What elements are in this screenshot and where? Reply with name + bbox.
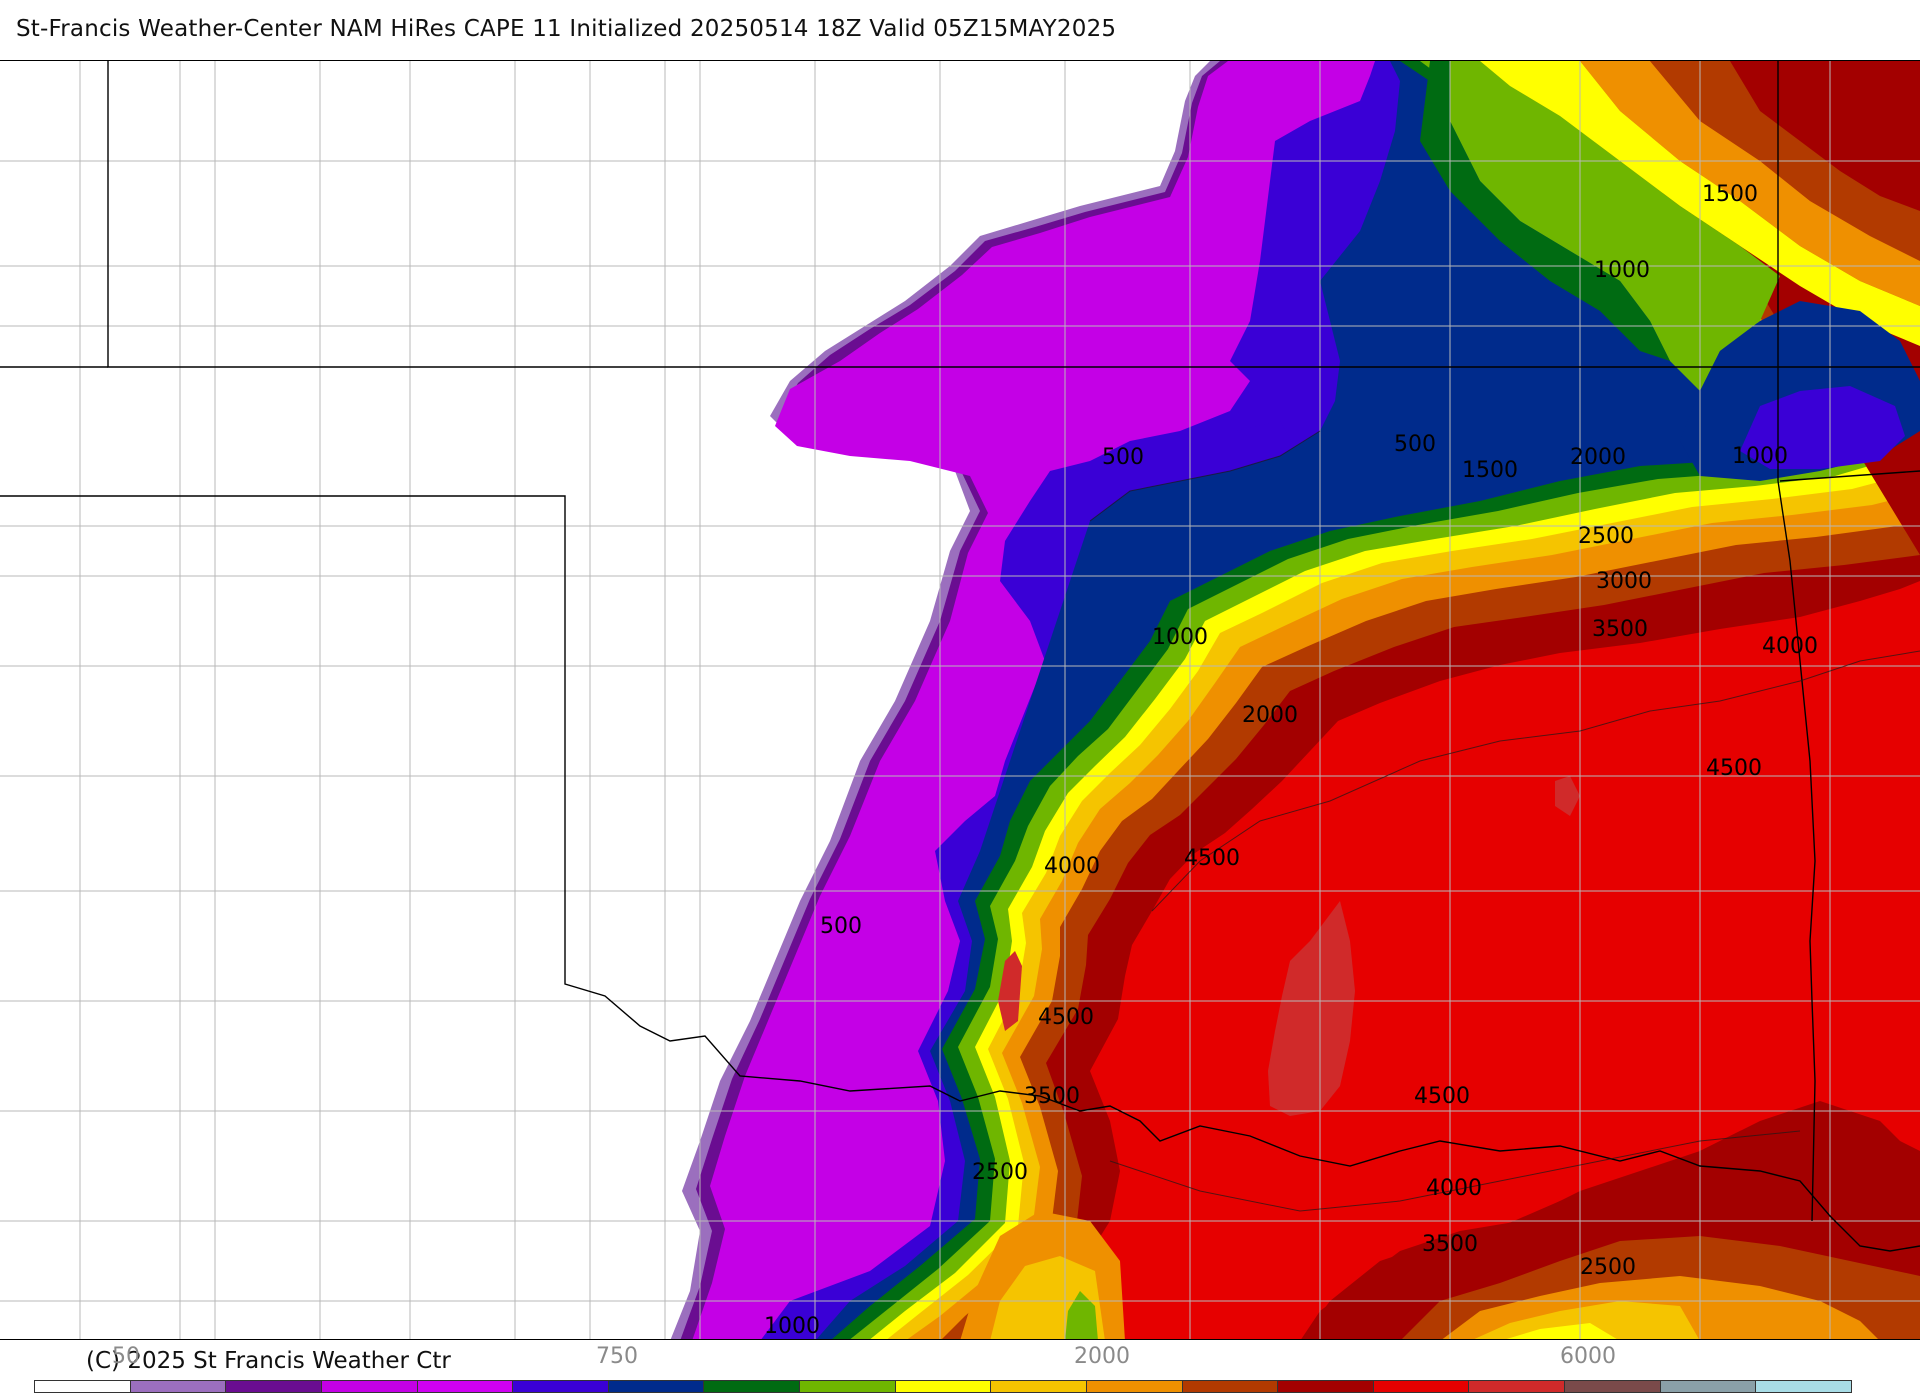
contour-label: 1500: [1462, 458, 1518, 483]
colorbar-swatch: [1469, 1381, 1565, 1392]
contour-label: 500: [820, 914, 862, 939]
contour-label: 1000: [764, 1314, 820, 1339]
contour-label: 3000: [1596, 569, 1652, 594]
colorbar-swatch: [1373, 1381, 1470, 1392]
colorbar-tick-label: 6000: [1560, 1344, 1616, 1369]
contour-labels: 1500 1000 500 500 1500 2000 1000 2500 30…: [764, 182, 1818, 1339]
colorbar-swatch: [704, 1381, 800, 1392]
contour-label: 4500: [1038, 1005, 1094, 1030]
contour-label: 4500: [1414, 1084, 1470, 1109]
colorbar-swatch: [1756, 1381, 1851, 1392]
contour-label: 1000: [1152, 625, 1208, 650]
contour-label: 1000: [1594, 258, 1650, 283]
cape-band-2250-northeast: [1580, 61, 1920, 306]
colorbar-swatch: [35, 1381, 131, 1392]
cape-band-1500-northeast: [1450, 61, 1780, 391]
colorbar-swatch: [1660, 1381, 1757, 1392]
contour-label: 2000: [1570, 445, 1626, 470]
colorbar-swatch: [1182, 1381, 1279, 1392]
colorbar-swatch: [895, 1381, 992, 1392]
colorbar-swatch: [1086, 1381, 1183, 1392]
contour-label: 3500: [1592, 617, 1648, 642]
colorbar-swatch: [991, 1381, 1087, 1392]
contour-label: 500: [1394, 432, 1436, 457]
cape-band-2000-southeast: [1474, 1301, 1699, 1339]
colorbar-swatch: [417, 1381, 514, 1392]
colorbar-swatch: [1278, 1381, 1374, 1392]
contour-label: 1000: [1732, 444, 1788, 469]
colorbar-swatch: [608, 1381, 705, 1392]
contour-label: 4500: [1184, 846, 1240, 871]
cape-band-4500-west: [998, 951, 1022, 1031]
contour-label: 2000: [1242, 703, 1298, 728]
contour-label: 4500: [1706, 756, 1762, 781]
contour-label: 3500: [1422, 1232, 1478, 1257]
cape-shading: [670, 61, 1920, 1339]
contour-label: 1500: [1702, 182, 1758, 207]
contour-label: 2500: [1580, 1255, 1636, 1280]
colorbar-swatch: [130, 1381, 227, 1392]
contour-label: 2500: [972, 1160, 1028, 1185]
contour-label: 4000: [1426, 1176, 1482, 1201]
cape-band-1250-northeast: [1420, 61, 1670, 361]
colorbar-tick-label: 2000: [1074, 1344, 1130, 1369]
map-panel: 1500 1000 500 500 1500 2000 1000 2500 30…: [0, 60, 1920, 1340]
colorbar-tick-label: 750: [596, 1344, 638, 1369]
cape-band-4500-center: [1268, 901, 1355, 1116]
cape-band-4000: [1031, 581, 1920, 1339]
cape-band-1750-southeast: [1506, 1323, 1617, 1339]
page-title: St-Francis Weather-Center NAM HiRes CAPE…: [16, 16, 1117, 42]
colorbar-swatch: [800, 1381, 896, 1392]
state-lines: [0, 61, 1920, 1252]
contour-label: 500: [1102, 445, 1144, 470]
cape-contour-lines: [1089, 430, 1920, 1212]
cape-map: 1500 1000 500 500 1500 2000 1000 2500 30…: [0, 61, 1920, 1339]
contour-label: 4000: [1044, 854, 1100, 879]
contour-label: 2500: [1578, 524, 1634, 549]
county-lines: [0, 61, 1920, 1339]
contour-label: 3500: [1024, 1084, 1080, 1109]
colorbar-swatch: [321, 1381, 418, 1392]
copyright-notice: (C) 2025 St Francis Weather Ctr: [86, 1348, 451, 1374]
colorbar: [34, 1380, 1852, 1393]
cape-band-1500-south: [1065, 1291, 1098, 1339]
cape-band-4500-east: [1555, 776, 1580, 816]
contour-label: 4000: [1762, 634, 1818, 659]
colorbar-swatch: [1565, 1381, 1661, 1392]
colorbar-swatch: [226, 1381, 322, 1392]
colorbar-tick-label: 50: [112, 1344, 140, 1369]
cape-band-1000-northeast-core: [1740, 386, 1905, 469]
colorbar-swatch: [513, 1381, 609, 1392]
